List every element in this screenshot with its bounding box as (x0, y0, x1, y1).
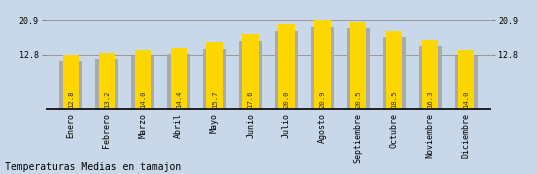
Bar (422, 40, 438, 109)
Bar (95, 60, 119, 109)
Bar (207, 42, 223, 109)
Bar (167, 54, 190, 109)
Bar (203, 49, 226, 109)
Text: 14.4: 14.4 (176, 90, 182, 108)
Bar (383, 37, 406, 109)
Text: 17.6: 17.6 (248, 90, 253, 108)
Bar (311, 27, 334, 109)
Text: 13.2: 13.2 (104, 90, 110, 108)
Bar (418, 46, 442, 109)
Bar (350, 22, 366, 109)
Bar (386, 30, 402, 109)
Bar (458, 50, 474, 109)
Bar (314, 20, 330, 109)
Text: 20.5: 20.5 (355, 90, 361, 108)
Text: 16.3: 16.3 (427, 90, 433, 108)
Bar (99, 53, 115, 109)
Text: 20.0: 20.0 (284, 90, 289, 108)
Bar (135, 50, 151, 109)
Bar (454, 56, 478, 109)
Text: Temperaturas Medias en tamajon: Temperaturas Medias en tamajon (5, 162, 182, 172)
Text: 14.0: 14.0 (140, 90, 146, 108)
Text: 18.5: 18.5 (391, 90, 397, 108)
Bar (275, 30, 298, 109)
Text: 14.0: 14.0 (463, 90, 469, 108)
Bar (63, 55, 79, 109)
Text: 15.7: 15.7 (212, 90, 217, 108)
Bar (59, 61, 83, 109)
Bar (171, 48, 187, 109)
Bar (347, 28, 370, 109)
Bar (239, 41, 262, 109)
Bar (242, 34, 259, 109)
Bar (131, 56, 154, 109)
Text: 20.9: 20.9 (320, 90, 325, 108)
Text: 12.8: 12.8 (68, 90, 74, 108)
Bar (278, 24, 295, 109)
